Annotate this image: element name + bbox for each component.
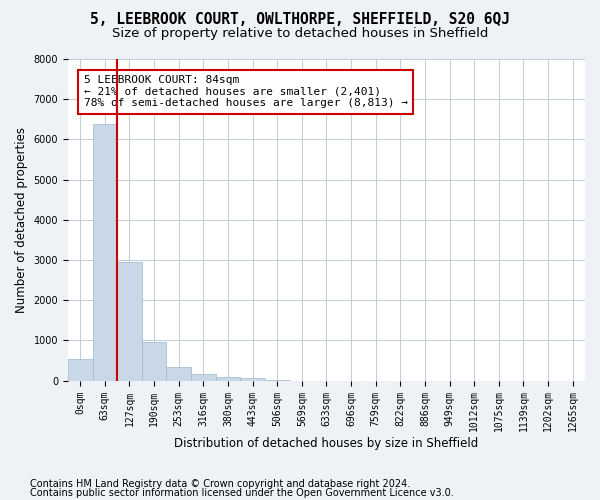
Text: Size of property relative to detached houses in Sheffield: Size of property relative to detached ho… bbox=[112, 28, 488, 40]
Bar bbox=[215, 376, 240, 380]
Bar bbox=[117, 262, 142, 380]
Text: 5, LEEBROOK COURT, OWLTHORPE, SHEFFIELD, S20 6QJ: 5, LEEBROOK COURT, OWLTHORPE, SHEFFIELD,… bbox=[90, 12, 510, 28]
Bar bbox=[92, 124, 117, 380]
Bar bbox=[191, 374, 215, 380]
Bar bbox=[166, 368, 191, 380]
Bar bbox=[68, 360, 92, 380]
Text: Contains public sector information licensed under the Open Government Licence v3: Contains public sector information licen… bbox=[30, 488, 454, 498]
Text: 5 LEEBROOK COURT: 84sqm
← 21% of detached houses are smaller (2,401)
78% of semi: 5 LEEBROOK COURT: 84sqm ← 21% of detache… bbox=[84, 75, 408, 108]
Bar bbox=[240, 378, 265, 380]
Text: Contains HM Land Registry data © Crown copyright and database right 2024.: Contains HM Land Registry data © Crown c… bbox=[30, 479, 410, 489]
Bar bbox=[142, 342, 166, 380]
Y-axis label: Number of detached properties: Number of detached properties bbox=[15, 127, 28, 313]
X-axis label: Distribution of detached houses by size in Sheffield: Distribution of detached houses by size … bbox=[175, 437, 479, 450]
